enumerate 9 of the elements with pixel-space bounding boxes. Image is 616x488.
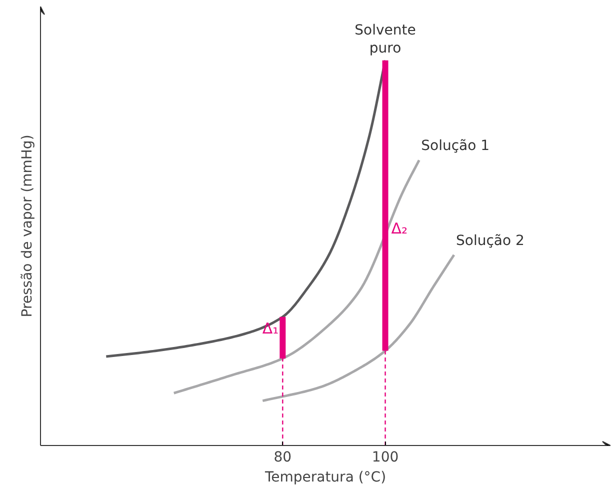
x-tick-label: 100	[372, 450, 399, 466]
series-label: Solvente puro	[354, 22, 416, 56]
annotation: Δ₁	[262, 320, 279, 338]
series-label: Solução 2	[456, 232, 524, 249]
x-tick-label: 80	[274, 450, 292, 466]
series-label: Solução 1	[421, 138, 490, 154]
y-axis-title: Pressão de vapor (mmHg)	[20, 134, 36, 318]
annotation: Δ₂	[391, 220, 408, 238]
x-axis-title: Temperatura (°C)	[264, 470, 386, 486]
